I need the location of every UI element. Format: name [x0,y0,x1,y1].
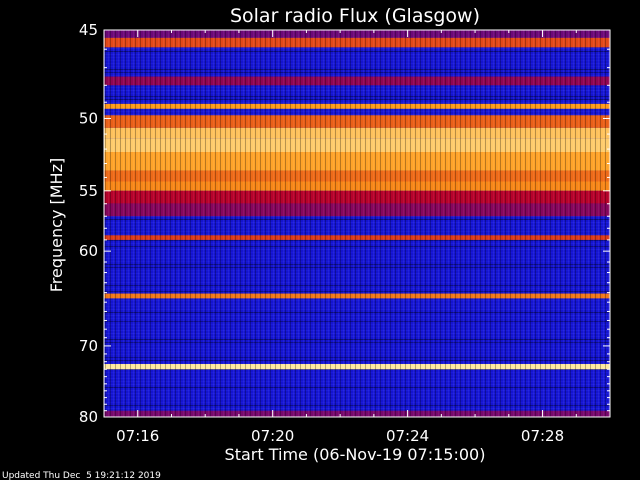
plot-area [103,29,611,418]
x-axis-label: Start Time (06-Nov-19 07:15:00) [225,445,486,464]
y-tick-label: 50 [79,109,98,127]
y-tick-label: 45 [79,21,98,39]
plot-frame [103,29,611,418]
x-axis: 07:16 07:20 07:24 07:28 [103,30,611,445]
chart-title: Solar radio Flux (Glasgow) [230,5,480,27]
svg-text:Frequency [MHz]: Frequency [MHz] [47,158,66,292]
y-axis: 45 50 55 60 70 80 [79,21,610,426]
heatmap-streak-texture [104,30,610,417]
y-tick-label: 60 [79,242,98,260]
x-tick-label: 07:28 [521,427,564,445]
y-axis-label-unit: MHz [47,164,66,198]
y-tick-label: 70 [79,337,98,355]
x-tick-label: 07:16 [116,427,159,445]
y-tick-label: 80 [79,408,98,426]
y-tick-label: 55 [79,182,98,200]
y-axis-label-text: Frequency [47,210,66,293]
x-tick-label: 07:20 [251,427,294,445]
y-axis-label: Frequency [MHz] [47,158,66,292]
footer-timestamp: Updated Thu Dec 5 19:21:12 2019 [2,471,161,480]
x-tick-label: 07:24 [386,427,429,445]
